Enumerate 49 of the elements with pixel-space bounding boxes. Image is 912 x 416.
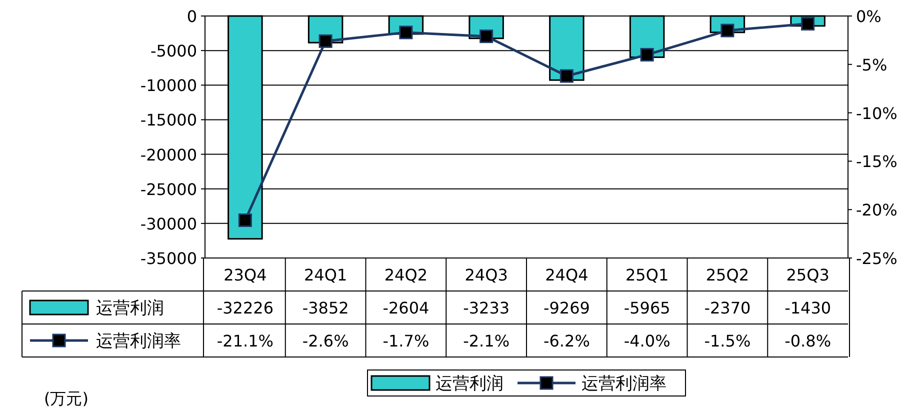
y2-tick-label: -25%	[856, 249, 898, 268]
data-label: -2.1%	[463, 332, 510, 350]
data-label: -5965	[624, 298, 670, 318]
x-tick-label: 25Q1	[625, 266, 669, 284]
y-tick-label: -20000	[140, 145, 197, 164]
point	[480, 30, 494, 44]
data-label: -1.7%	[382, 332, 430, 350]
data-label: -2604	[382, 298, 430, 318]
legend-label: 运营利润率	[96, 332, 181, 352]
x-tick-label: 24Q4	[545, 266, 588, 284]
data-label: -6.2%	[543, 332, 590, 350]
y-tick-label: 0	[186, 7, 197, 26]
data-label: -9269	[543, 298, 590, 318]
data-label: -21.1%	[216, 332, 274, 350]
data-label: -4.0%	[624, 332, 670, 350]
data-label: -3852	[302, 298, 349, 318]
y2-tick-label: -20%	[856, 200, 898, 220]
y-tick-label: -5000	[150, 42, 197, 61]
data-label: -0.8%	[784, 332, 832, 350]
data-label: -1430	[784, 298, 832, 318]
x-tick-label: 24Q1	[304, 266, 348, 284]
x-tick-label: 25Q2	[706, 266, 750, 284]
data-label: -32226	[216, 298, 274, 318]
x-tick-label: 25Q3	[786, 266, 830, 284]
y-tick-label: -25000	[140, 180, 197, 199]
y-tick-label: -30000	[140, 214, 197, 234]
data-label: -1.5%	[704, 332, 751, 350]
y-tick-label: -10000	[140, 76, 197, 96]
data-label: -2370	[704, 298, 751, 318]
x-tick-label: 23Q4	[224, 266, 267, 284]
point	[399, 26, 413, 40]
y2-tick-label: 0%	[856, 7, 882, 26]
text: (万元)	[44, 389, 88, 408]
y-tick-label: -15000	[140, 110, 197, 130]
point	[560, 69, 574, 83]
y2-tick-label: -15%	[856, 152, 898, 172]
data-label: -2.6%	[302, 332, 349, 350]
y2-tick-label: -10%	[856, 104, 898, 123]
legend: 运营利润 运营利润率	[367, 370, 686, 396]
point	[640, 48, 654, 62]
x-tick-label: 24Q3	[464, 266, 508, 284]
y-tick-label: -35000	[140, 249, 197, 268]
y2-tick-label: -5%	[856, 55, 888, 74]
x-tick-label: 24Q2	[384, 266, 428, 284]
point	[801, 16, 815, 30]
point	[238, 214, 252, 227]
legend-label: 运营利润	[96, 298, 164, 318]
point	[318, 34, 332, 48]
data-label: -3233	[463, 298, 510, 318]
